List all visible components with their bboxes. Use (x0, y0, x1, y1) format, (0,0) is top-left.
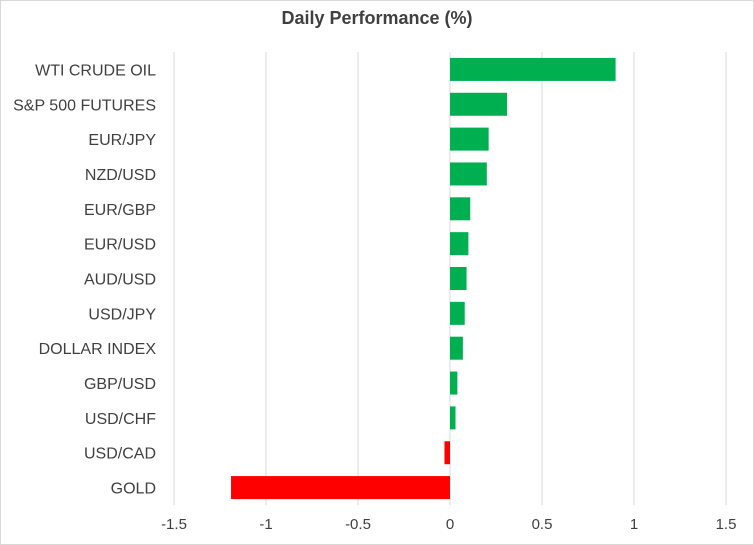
x-tick-label: 1.5 (716, 516, 737, 533)
category-label: S&P 500 FUTURES (13, 97, 156, 114)
category-label: WTI CRUDE OIL (35, 62, 156, 79)
category-label: GBP/USD (84, 376, 156, 393)
x-tick-labels: -1.5 -1 -0.5 0 0.5 1 1.5 (161, 516, 736, 533)
x-tick-label: -0.5 (345, 516, 371, 533)
bar (450, 301, 465, 325)
bars (231, 57, 616, 500)
bar (450, 371, 458, 395)
category-label: DOLLAR INDEX (39, 341, 157, 358)
category-label: USD/JPY (88, 306, 156, 323)
x-tick-label: -1.5 (161, 516, 187, 533)
bar (450, 336, 463, 360)
bar (444, 441, 450, 465)
category-label: USD/CHF (85, 411, 156, 428)
bar (450, 127, 489, 151)
grid-lines (173, 52, 727, 505)
bar (450, 92, 508, 116)
category-label: EUR/JPY (88, 132, 156, 149)
category-label: EUR/USD (84, 237, 156, 254)
x-tick-label: 0.5 (532, 516, 553, 533)
category-label: USD/CAD (84, 446, 156, 463)
x-tick-label: 0 (446, 516, 454, 533)
bar (450, 162, 487, 186)
category-label: NZD/USD (85, 167, 156, 184)
bar (231, 476, 450, 500)
bar (450, 197, 471, 221)
bar (450, 232, 469, 256)
bar (450, 57, 616, 81)
chart-title: Daily Performance (%) (281, 8, 473, 28)
category-label: AUD/USD (84, 272, 156, 289)
category-label: GOLD (111, 481, 156, 498)
bar (450, 267, 467, 290)
category-labels: WTI CRUDE OIL S&P 500 FUTURES EUR/JPY NZD/U… (13, 62, 156, 497)
bar (450, 406, 456, 430)
x-tick-label: -1 (259, 516, 272, 533)
x-tick-label: 1 (630, 516, 638, 533)
category-label: EUR/GBP (84, 202, 156, 219)
